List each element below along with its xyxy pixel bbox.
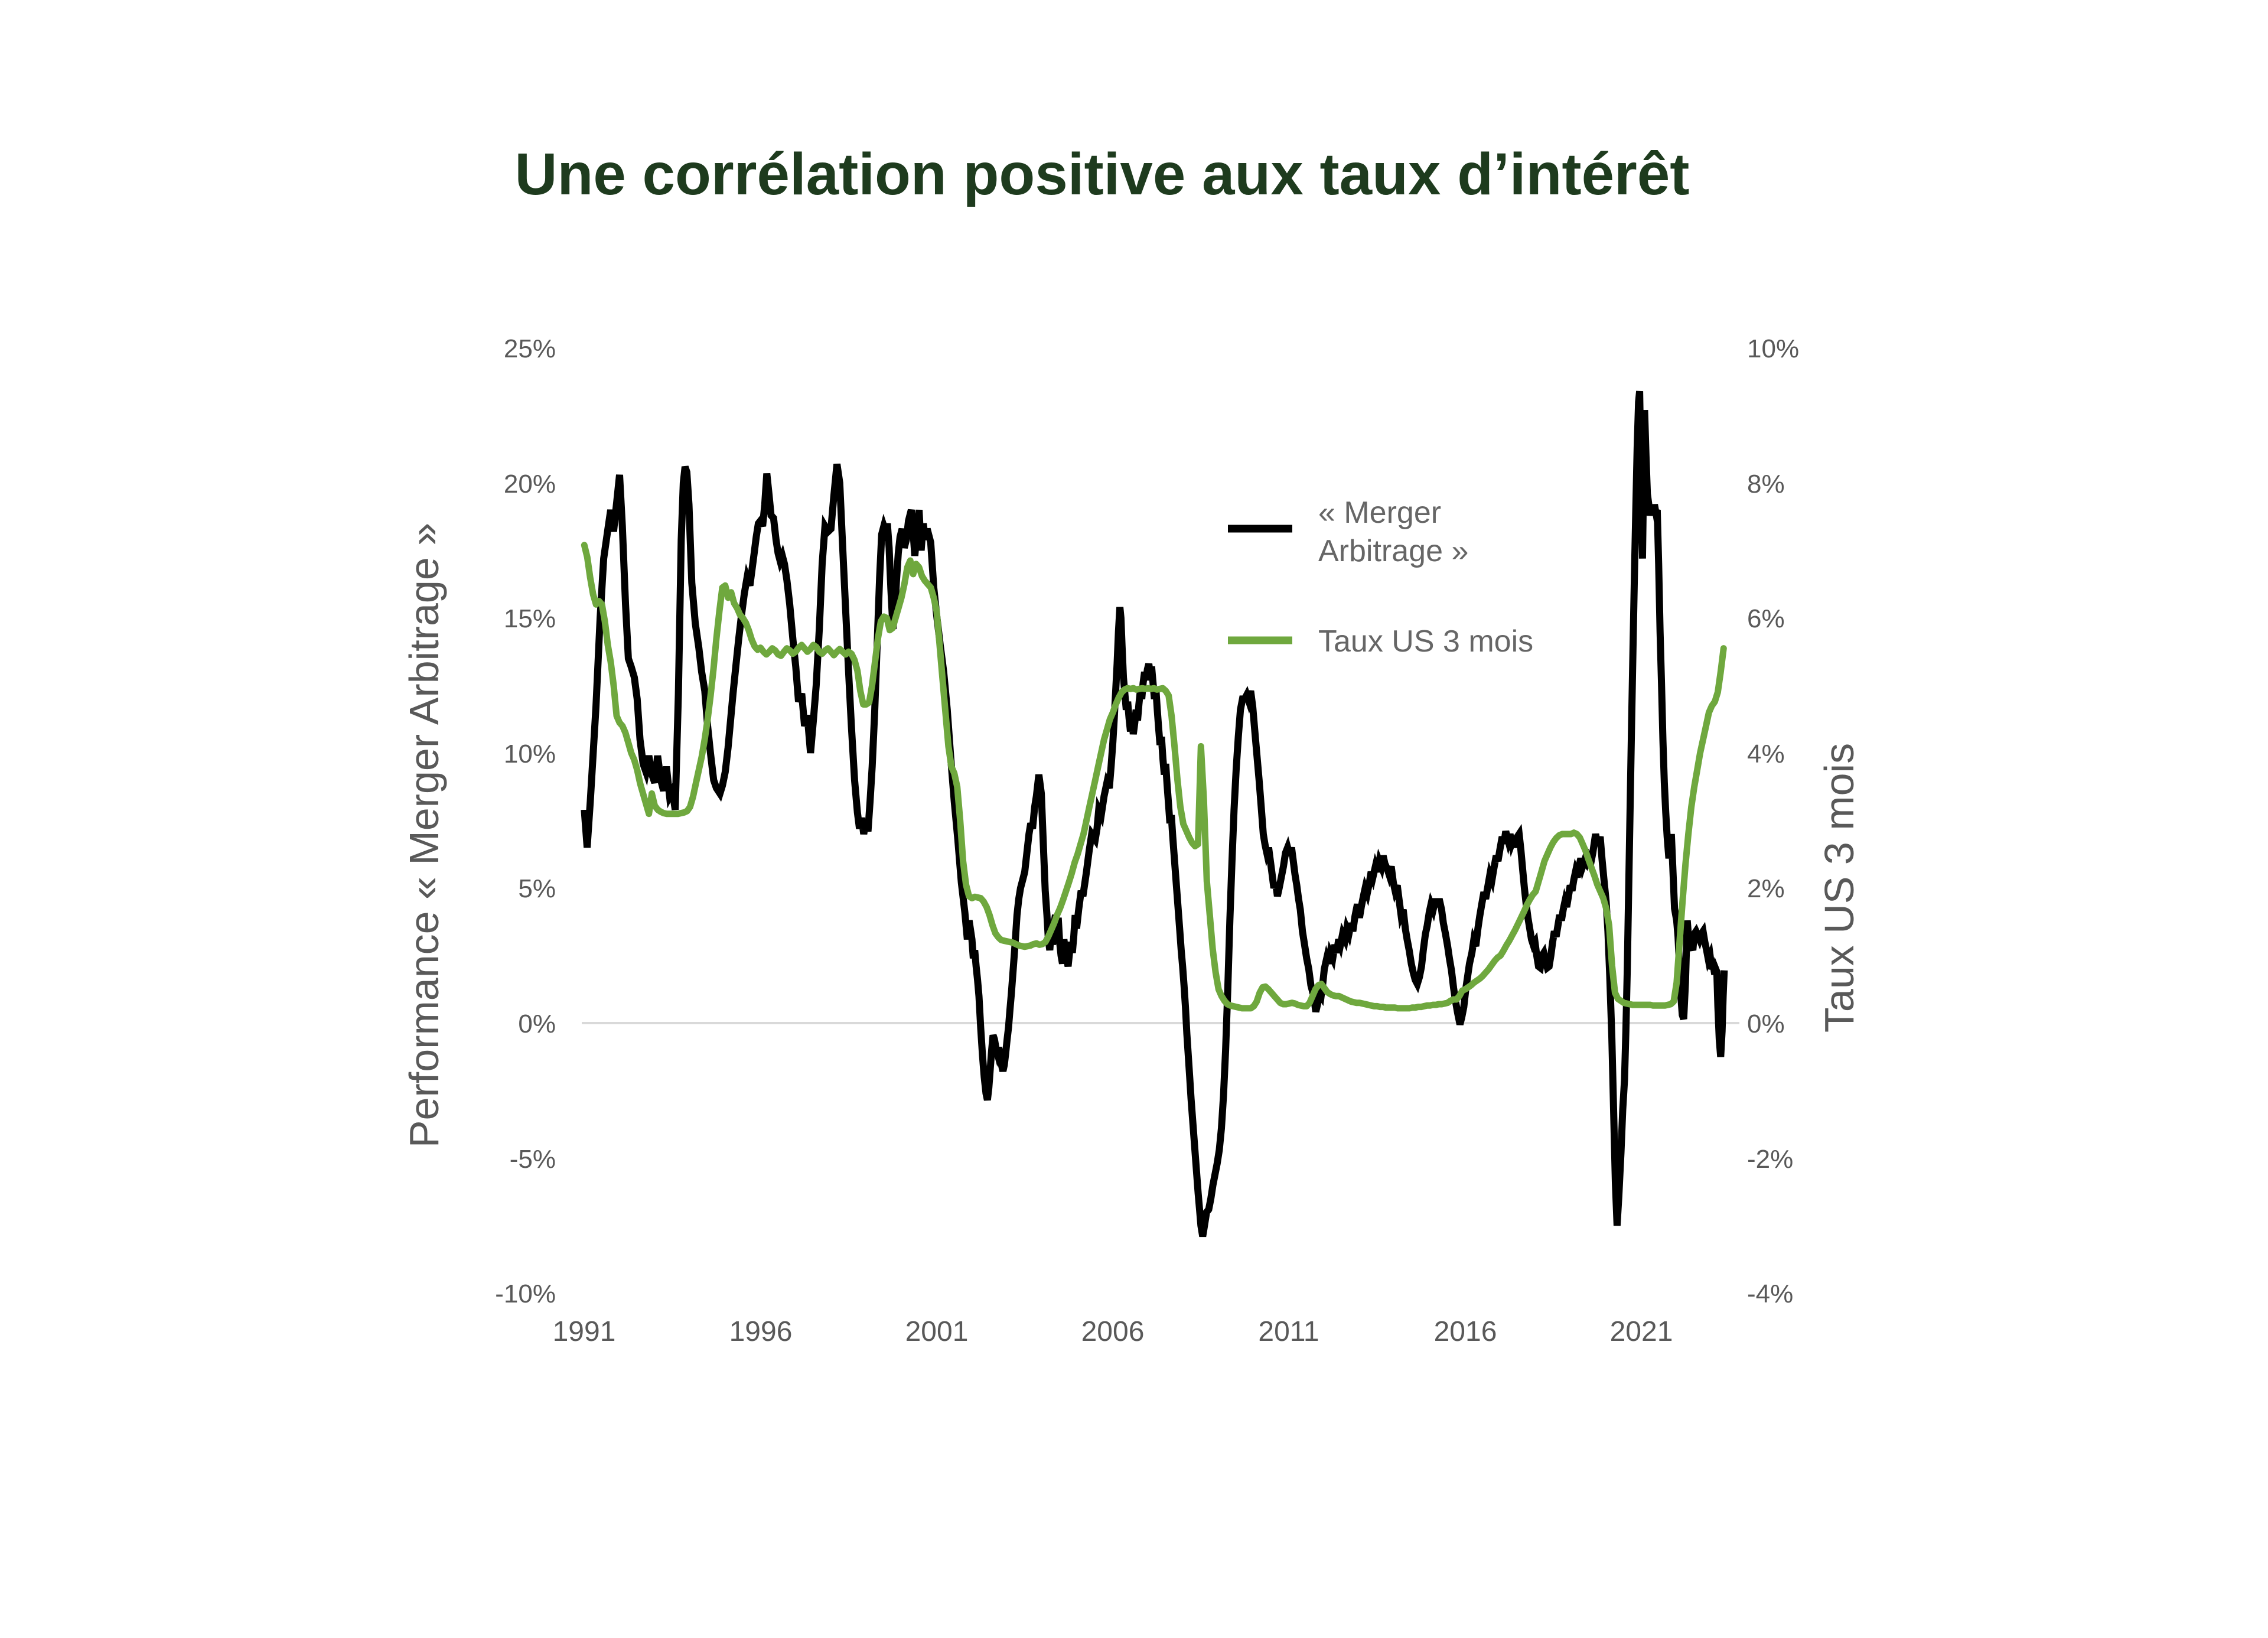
svg-text:Performance « Merger Arbitrage: Performance « Merger Arbitrage » <box>401 523 447 1148</box>
svg-text:1991: 1991 <box>553 1316 616 1347</box>
svg-text:Une corrélation positive aux t: Une corrélation positive aux taux d’inté… <box>515 141 1690 207</box>
svg-text:2021: 2021 <box>1610 1316 1673 1347</box>
svg-text:10%: 10% <box>1747 334 1799 363</box>
svg-text:0%: 0% <box>1747 1009 1785 1038</box>
svg-text:2016: 2016 <box>1434 1316 1497 1347</box>
svg-text:5%: 5% <box>518 874 556 903</box>
svg-text:6%: 6% <box>1747 604 1785 633</box>
svg-text:Taux US 3 mois: Taux US 3 mois <box>1318 624 1533 659</box>
svg-text:-2%: -2% <box>1747 1145 1793 1174</box>
svg-text:15%: 15% <box>504 604 556 633</box>
svg-text:0%: 0% <box>518 1009 556 1038</box>
svg-text:« Merger: « Merger <box>1318 496 1441 530</box>
svg-text:-4%: -4% <box>1747 1279 1793 1308</box>
svg-text:2001: 2001 <box>905 1316 969 1347</box>
svg-text:Taux US 3 mois: Taux US 3 mois <box>1816 743 1862 1033</box>
svg-text:-5%: -5% <box>510 1145 556 1174</box>
svg-text:20%: 20% <box>504 470 556 499</box>
svg-text:1996: 1996 <box>729 1316 793 1347</box>
svg-text:2%: 2% <box>1747 874 1785 903</box>
svg-text:-10%: -10% <box>495 1279 556 1308</box>
svg-text:4%: 4% <box>1747 740 1785 768</box>
svg-text:Arbitrage »: Arbitrage » <box>1318 534 1468 568</box>
svg-text:2011: 2011 <box>1258 1316 1319 1347</box>
svg-text:10%: 10% <box>504 740 556 768</box>
svg-text:2006: 2006 <box>1081 1316 1145 1347</box>
svg-text:8%: 8% <box>1747 470 1785 499</box>
svg-text:25%: 25% <box>504 334 556 363</box>
